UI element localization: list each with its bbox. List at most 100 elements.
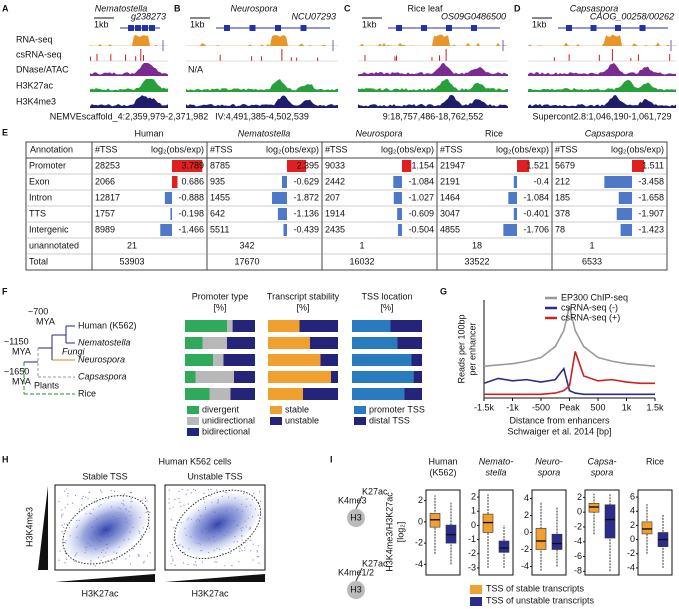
stacked-segment xyxy=(234,371,255,383)
chart-unit: [%] xyxy=(213,302,226,312)
scatter-dot xyxy=(231,565,233,567)
box xyxy=(551,533,563,550)
scatter-dot xyxy=(257,545,259,547)
tss-count: 6533 xyxy=(582,256,602,266)
column-header: log₂(obs/exp) xyxy=(266,144,319,154)
x-tick-label: Peak xyxy=(559,402,580,412)
rule xyxy=(355,495,363,510)
scale-label: 1kb xyxy=(190,19,205,29)
tss-count: 207 xyxy=(325,192,340,202)
enrichment-bar xyxy=(508,192,517,204)
track-signal xyxy=(90,79,168,92)
scatter-dot xyxy=(149,552,151,554)
scatter-dot xyxy=(88,491,90,494)
clade-label: Plants xyxy=(34,380,60,390)
wedge xyxy=(165,574,265,582)
scatter-dot xyxy=(72,502,74,504)
track-signal xyxy=(358,95,508,108)
stacked-segment xyxy=(185,354,213,366)
tss-count: 1 xyxy=(359,240,364,250)
log-ratio: -0.609 xyxy=(408,208,434,218)
tss-count: 9033 xyxy=(325,160,345,170)
tss-count: 21 xyxy=(127,240,137,250)
log-ratio: -1.706 xyxy=(523,224,549,234)
gene-name: OS09G0486500 xyxy=(441,11,506,21)
exon xyxy=(590,25,597,31)
scatter-dot xyxy=(90,561,92,563)
legend-label: csRNA-seq (-) xyxy=(561,302,618,312)
tss-count: 1757 xyxy=(95,208,115,218)
y-tick-label: 2 xyxy=(418,495,423,505)
exon xyxy=(471,25,477,31)
scatter-dot xyxy=(138,555,140,557)
tss-count: 12817 xyxy=(95,192,120,202)
scatter-dot xyxy=(61,514,63,516)
tss-count: 16032 xyxy=(349,256,374,266)
track-signal xyxy=(528,63,676,76)
legend-label: TSS of unstable transcripts xyxy=(486,595,595,605)
species-label: Capsaspora xyxy=(78,371,127,381)
y-tick-label: -8 xyxy=(574,566,582,576)
chart-title: Human K562 cells xyxy=(158,456,232,466)
tss-count: 5679 xyxy=(555,160,575,170)
scatter-dot xyxy=(130,498,132,500)
chart-title: Transcript stability xyxy=(267,291,340,301)
species-header: Human xyxy=(134,128,163,138)
scatter-dot xyxy=(63,541,65,543)
scatter-dot xyxy=(187,563,189,566)
scatter-dot xyxy=(63,526,65,528)
scatter-dot xyxy=(85,496,87,498)
species-name: Capsaspora xyxy=(570,3,619,13)
enrichment-bar xyxy=(160,224,172,236)
icon-label: H3 xyxy=(350,584,362,594)
tss-count: 8989 xyxy=(95,224,115,234)
scatter-dot xyxy=(139,543,141,545)
enrichment-bar xyxy=(164,192,172,204)
x-axis-label: H3K27ac xyxy=(191,588,229,598)
scatter-dot xyxy=(110,489,112,492)
histone-icon xyxy=(347,509,365,527)
scatter-dot xyxy=(174,498,176,501)
log-ratio: 1.521 xyxy=(526,160,549,170)
panel-letter: C xyxy=(344,3,351,13)
stacked-segment xyxy=(195,371,234,383)
stacked-segment xyxy=(299,320,338,332)
scatter-dot xyxy=(194,489,197,491)
y-tick-label: 4 xyxy=(630,506,635,516)
enrichment-bar xyxy=(170,208,172,220)
age-label: ~1150 xyxy=(4,336,29,346)
scatter-dot xyxy=(172,506,174,508)
stacked-segment xyxy=(213,354,224,366)
tss-count: 642 xyxy=(210,208,225,218)
exon xyxy=(275,25,281,31)
log-ratio: -0.888 xyxy=(178,192,204,202)
stacked-segment xyxy=(352,354,412,366)
y-tick-label: -4 xyxy=(415,559,423,569)
stacked-segment xyxy=(397,337,422,349)
species-name: Rice leaf xyxy=(407,3,443,13)
track-note: N/A xyxy=(188,64,203,74)
tss-count: 1914 xyxy=(325,208,345,218)
legend-label: EP300 ChIP-seq xyxy=(561,292,628,302)
species-header: Rice xyxy=(485,128,503,138)
scatter-dot xyxy=(170,519,172,521)
scatter-dot xyxy=(179,501,181,503)
tss-count: 3047 xyxy=(440,208,460,218)
group-title: Neuro- xyxy=(535,456,563,466)
scatter-dot xyxy=(183,504,185,506)
scatter-dot xyxy=(214,561,216,563)
scatter-dot xyxy=(129,555,131,557)
scatter-dot xyxy=(169,550,172,552)
track-signal xyxy=(528,34,676,46)
log-ratio: -0.198 xyxy=(178,208,204,218)
panel-letter: I xyxy=(330,454,333,464)
scatter-dot xyxy=(244,547,246,549)
column-header: #TSS xyxy=(210,144,233,154)
scatter-dot xyxy=(193,488,195,491)
log-ratio: 2.395 xyxy=(296,160,319,170)
row-label: Intron xyxy=(29,192,52,202)
stacked-segment xyxy=(352,320,391,332)
scatter-dot xyxy=(149,511,151,513)
tss-count: 185 xyxy=(555,192,570,202)
legend-label: csRNA-seq (+) xyxy=(561,312,620,322)
